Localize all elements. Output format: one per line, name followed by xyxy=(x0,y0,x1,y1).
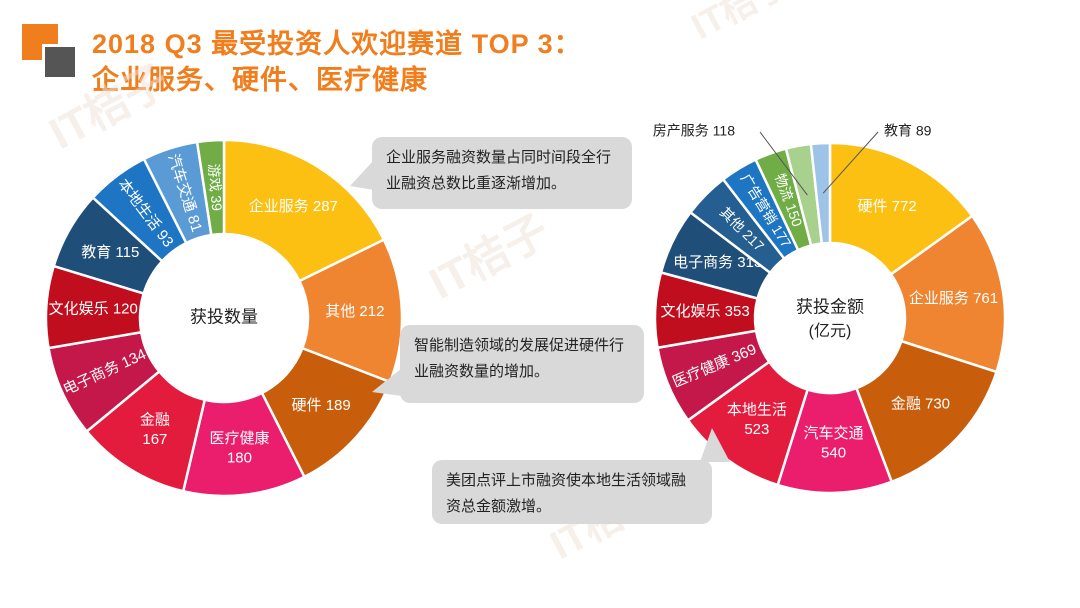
watermark-text: IT桔子 xyxy=(685,0,796,47)
watermark-text: IT桔子 xyxy=(422,206,557,309)
slice-label: 金融 167 xyxy=(140,411,170,448)
slice-label-name: 医疗健康 xyxy=(209,430,269,447)
slice-label: 游戏 39 xyxy=(206,163,226,212)
slice-label: 电子商务 313 xyxy=(673,254,762,271)
callout-text: 智能制造领域的发展促进硬件行业融资数量的增加。 xyxy=(414,337,625,380)
slice-label-value: 180 xyxy=(227,450,252,467)
pie-slice xyxy=(889,214,1007,374)
watermark-text: IT桔子 xyxy=(42,56,177,159)
callout-enterprise-service: 企业服务融资数量占同时间段全行业融资总数比重逐渐增加。 xyxy=(372,137,632,209)
callout-pointer xyxy=(372,368,402,396)
callout-text: 美团点评上市融资使本地生活领域融资总金额激增。 xyxy=(446,472,687,515)
slice-label-value: 167 xyxy=(142,431,167,448)
slice-label: 本地生活 523 xyxy=(727,401,787,438)
slice-label: 企业服务 287 xyxy=(249,197,338,215)
slice-label-value: 523 xyxy=(744,421,769,438)
title-line-1: 2018 Q3 最受投资人欢迎赛道 TOP 3： xyxy=(92,29,582,59)
callout-hardware: 智能制造领域的发展促进硬件行业融资数量的增加。 xyxy=(400,325,644,403)
callout-pointer xyxy=(700,428,730,462)
slice-label: 教育 115 xyxy=(81,244,139,261)
slice-label: 硬件 189 xyxy=(292,397,351,414)
callout-local-life: 美团点评上市融资使本地生活领域融资总金额激增。 xyxy=(432,460,712,524)
leader-line xyxy=(822,131,879,194)
slice-label: 其他 212 xyxy=(325,303,384,320)
center-label: 获投金额 xyxy=(796,297,864,316)
slice-label: 文化娱乐 120 xyxy=(49,301,138,318)
leader-line xyxy=(759,131,808,196)
slice-label: 医疗健康 180 xyxy=(209,430,269,467)
slice-label-name: 汽车交通 xyxy=(804,424,864,442)
slice-label-value: 540 xyxy=(821,444,846,461)
center-sublabel: (亿元) xyxy=(809,322,852,340)
logo-gray-square xyxy=(42,44,78,80)
center-label: 获投数量 xyxy=(190,307,258,326)
slice-label-outside: 房产服务 118 xyxy=(653,123,735,139)
slice-label: 企业服务 761 xyxy=(909,289,998,307)
pie-slice xyxy=(195,138,226,237)
pie-slice xyxy=(222,138,386,283)
page-title: 2018 Q3 最受投资人欢迎赛道 TOP 3： 企业服务、硬件、医疗健康 xyxy=(92,26,582,98)
callout-text: 企业服务融资数量占同时间段全行业融资总数比重逐渐增加。 xyxy=(386,149,612,192)
slice-label: 汽车交通 540 xyxy=(804,424,864,462)
slice-label-name: 本地生活 xyxy=(727,401,787,418)
pie-slice xyxy=(854,339,999,484)
brand-logo xyxy=(22,24,82,84)
slice-label: 金融 730 xyxy=(891,395,950,412)
slice-label-outside: 教育 89 xyxy=(884,123,932,139)
slice-label: 文化娱乐 353 xyxy=(661,303,750,320)
slice-label: 硬件 772 xyxy=(858,198,917,215)
pie-slice xyxy=(809,141,832,245)
slice-label-name: 金融 xyxy=(140,411,170,428)
callout-pointers xyxy=(350,160,730,462)
callout-pointer xyxy=(350,160,374,190)
title-line-2: 企业服务、硬件、医疗健康 xyxy=(92,65,428,95)
